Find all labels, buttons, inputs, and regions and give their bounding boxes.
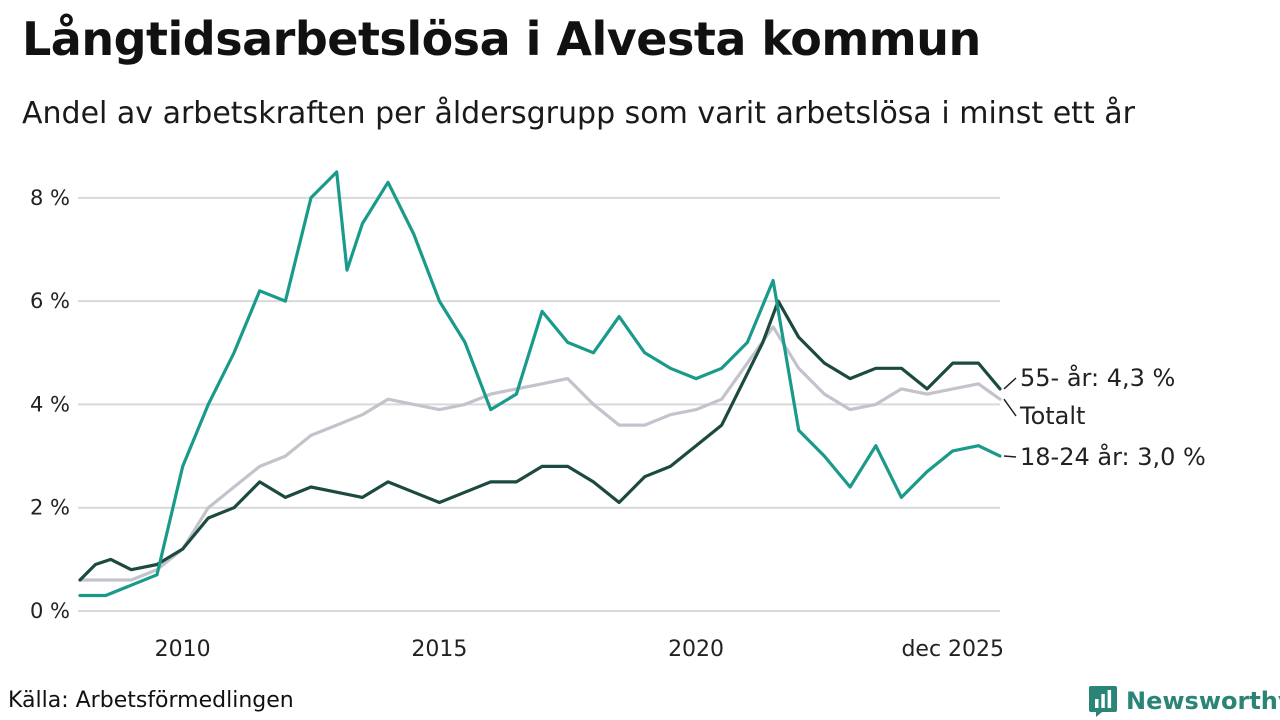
brand-name: Newsworthy (1126, 687, 1280, 715)
y-tick-label: 2 % (30, 496, 70, 520)
series-labels: Totalt 55- år: 4,3 % 18-24 år: 3,0 % (1003, 363, 1206, 471)
chart-subtitle: Andel av arbetskraften per åldersgrupp s… (22, 96, 1135, 131)
series-lines (78, 170, 1002, 598)
series-line-youth (78, 170, 1002, 598)
newsworthy-chart-icon (1089, 686, 1117, 717)
leader-line-total (1003, 398, 1017, 417)
y-tick-label: 0 % (30, 599, 70, 623)
series-line-older (78, 299, 1002, 582)
x-tick-label: 2010 (155, 637, 211, 662)
series-label-older: 55- år: 4,3 % (1020, 363, 1175, 392)
grid-lines (78, 196, 1000, 612)
y-tick-label: 8 % (30, 186, 70, 210)
y-axis-ticks: 0 % 2 % 4 % 6 % 8 % (30, 186, 70, 623)
y-tick-label: 4 % (30, 392, 70, 416)
series-label-total: Totalt (1019, 402, 1085, 430)
x-tick-label: 2020 (668, 637, 724, 662)
leader-line-older (1003, 377, 1017, 390)
x-axis-ticks: 2010 2015 2020 dec 2025 (155, 637, 1004, 662)
line-chart: 0 % 2 % 4 % 6 % 8 % 2010 2015 2020 dec 2025 Tot… (30, 170, 1206, 662)
series-line-total (78, 325, 1002, 582)
leader-line-youth (1003, 455, 1017, 458)
x-tick-label: 2015 (411, 637, 467, 662)
chart-title: Långtidsarbetslösa i Alvesta kommun (22, 12, 981, 66)
y-tick-label: 6 % (30, 289, 70, 313)
x-tick-label: dec 2025 (901, 637, 1004, 662)
series-label-youth: 18-24 år: 3,0 % (1020, 442, 1206, 471)
source-note: Källa: Arbetsförmedlingen (8, 688, 294, 713)
brand-logo: Newsworthy (1088, 684, 1280, 718)
